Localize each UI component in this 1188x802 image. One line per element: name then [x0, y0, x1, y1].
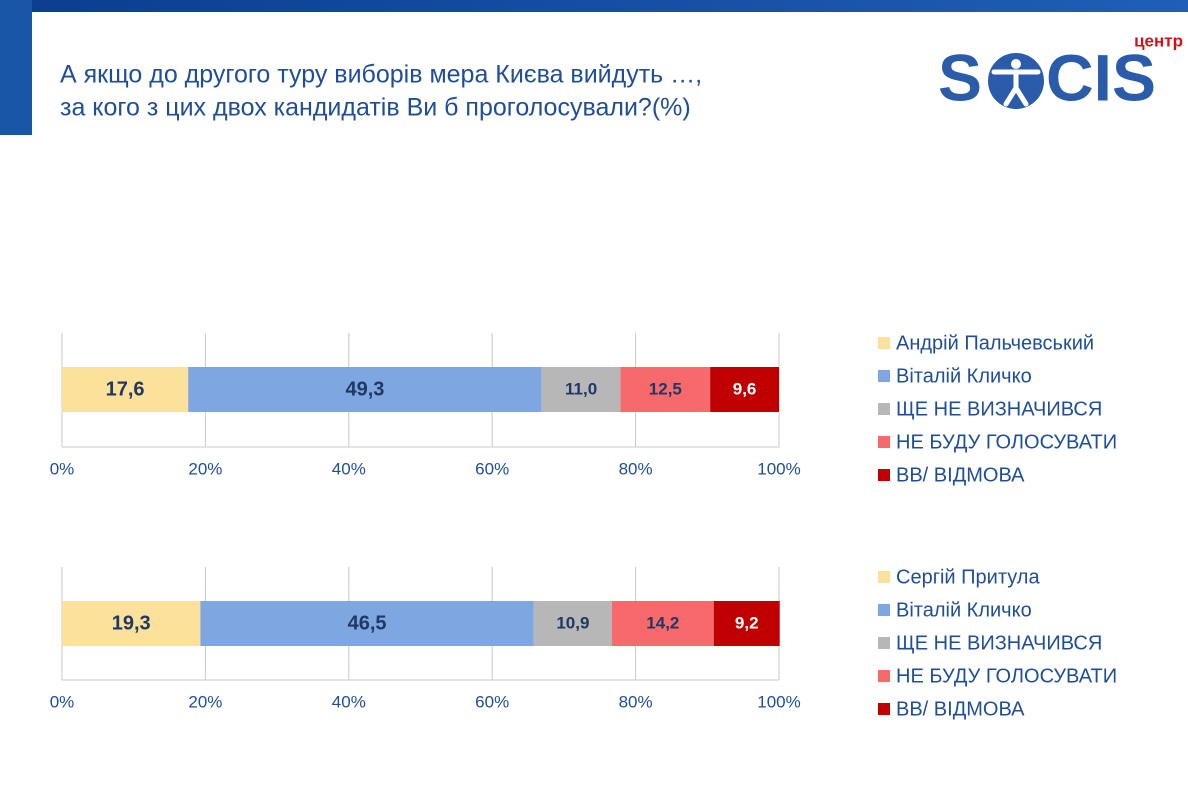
value-label: 9,2: [735, 613, 759, 632]
legend-swatch: [878, 703, 890, 715]
legend-label: Віталій Кличко: [896, 365, 1032, 387]
title-line: за кого з цих двох кандидатів Ви б прого…: [60, 94, 691, 122]
value-label: 10,9: [556, 613, 589, 632]
value-label: 46,5: [348, 612, 387, 634]
legend-swatch: [878, 337, 890, 349]
legend-label: НЕ БУДУ ГОЛОСУВАТИ: [896, 665, 1117, 687]
x-tick-label: 20%: [188, 692, 222, 711]
top-band: [0, 0, 1188, 12]
legend-label: Сергій Притула: [896, 566, 1040, 588]
bar-segment: [710, 367, 779, 412]
bar-segment: [541, 367, 621, 412]
logo-right: CIS: [1046, 40, 1156, 114]
x-tick-label: 0%: [50, 692, 75, 711]
title-line: А якщо до другого туру виборів мера Києв…: [60, 61, 702, 89]
x-tick-label: 100%: [757, 692, 800, 711]
legend-swatch: [878, 604, 890, 616]
bar-segment: [533, 601, 612, 646]
value-label: 11,0: [565, 379, 597, 398]
legend-label: Андрій Пальчевський: [896, 332, 1094, 354]
bar-segment: [713, 601, 780, 646]
legend-swatch: [878, 370, 890, 382]
bar-segment: [62, 601, 201, 646]
bar-segment: [620, 367, 711, 412]
logo-left: S: [938, 40, 982, 114]
side-band: [0, 0, 32, 135]
logo-figure: [991, 59, 1041, 107]
legend-swatch: [878, 436, 890, 448]
value-label: 19,3: [112, 612, 151, 634]
x-tick-label: 60%: [475, 459, 509, 478]
x-tick-label: 40%: [332, 459, 366, 478]
x-tick-label: 40%: [332, 692, 366, 711]
bar-segment: [611, 601, 714, 646]
x-tick-label: 100%: [757, 459, 800, 478]
value-label: 9,6: [733, 379, 757, 398]
value-label: 49,3: [345, 378, 384, 400]
legend-label: Віталій Кличко: [896, 599, 1032, 621]
legend-swatch: [878, 403, 890, 415]
x-tick-label: 0%: [50, 459, 75, 478]
bar-segment: [200, 601, 534, 646]
legend-label: ЩЕ НЕ ВИЗНАЧИВСЯ: [896, 632, 1102, 654]
value-label: 12,5: [649, 379, 682, 398]
legend-label: ВВ/ ВІДМОВА: [896, 698, 1025, 720]
legend-label: НЕ БУДУ ГОЛОСУВАТИ: [896, 431, 1117, 453]
value-label: 14,2: [646, 613, 679, 632]
bar-segment: [188, 367, 542, 412]
legend-label: ВВ/ ВІДМОВА: [896, 464, 1025, 486]
x-tick-label: 80%: [619, 459, 653, 478]
logo-small: центр: [1134, 31, 1183, 50]
x-tick-label: 20%: [188, 459, 222, 478]
legend-swatch: [878, 670, 890, 682]
x-tick-label: 80%: [619, 692, 653, 711]
legend-swatch: [878, 637, 890, 649]
legend-swatch: [878, 469, 890, 481]
x-tick-label: 60%: [475, 692, 509, 711]
legend-swatch: [878, 571, 890, 583]
bar-segment: [62, 367, 189, 412]
value-label: 17,6: [106, 378, 145, 400]
legend-label: ЩЕ НЕ ВИЗНАЧИВСЯ: [896, 398, 1102, 420]
logo: центр S CIS: [938, 31, 1183, 114]
